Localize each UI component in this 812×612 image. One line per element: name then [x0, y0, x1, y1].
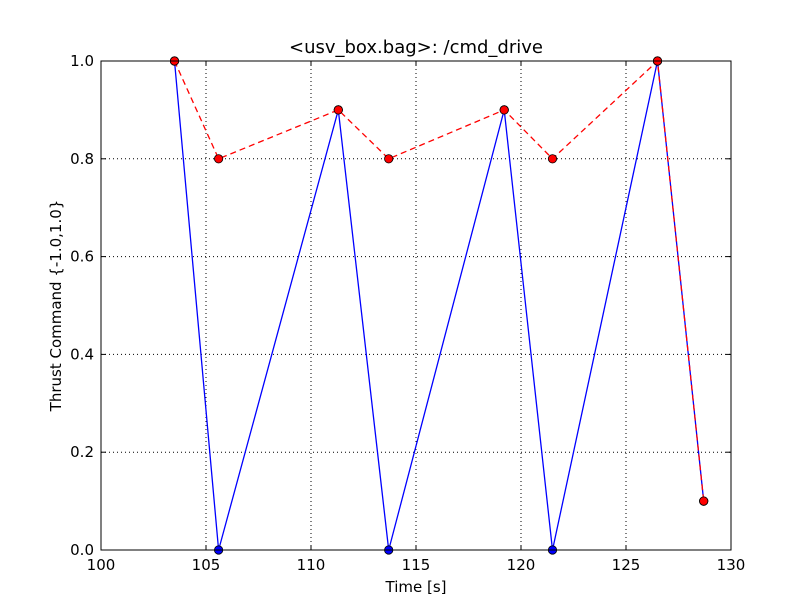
series-2-point: [333, 105, 343, 115]
x-tick-label: 110: [297, 556, 326, 574]
series-2: [169, 56, 709, 506]
x-tick-label: 105: [192, 556, 221, 574]
series-1-line: [173, 60, 705, 551]
y-tick-label: 1.0: [70, 52, 94, 70]
y-tick-label: 0.4: [70, 345, 94, 363]
y-tick-label: 0.8: [70, 150, 94, 168]
y-tick-label: 0.6: [70, 248, 94, 266]
y-tick-label: 0.0: [70, 541, 94, 559]
x-tick-label: 120: [507, 556, 536, 574]
x-tick-label: 125: [612, 556, 641, 574]
x-axis-label: Time [s]: [385, 578, 447, 596]
series-2-point: [547, 154, 558, 164]
x-tick-label: 130: [717, 556, 746, 574]
series-2-point: [499, 105, 509, 115]
ticks: 100 105 110 115 120 125 130 0.0 0.2 0.4 0.6 0.8 1.0: [70, 52, 745, 574]
series-2-point: [214, 154, 224, 164]
x-tick-label: 115: [402, 556, 431, 574]
series-layer: [169, 56, 709, 555]
series-2-line: [173, 59, 705, 502]
y-axis-label: Thrust Command {-1.0,1.0}: [47, 200, 65, 413]
y-tick-label: 0.2: [70, 443, 94, 461]
grid: [101, 61, 731, 550]
x-tick-label: 100: [87, 556, 116, 574]
chart-title: <usv_box.bag>: /cmd_drive: [289, 37, 543, 58]
series-2-point: [699, 496, 709, 506]
series-2-point: [384, 154, 394, 164]
